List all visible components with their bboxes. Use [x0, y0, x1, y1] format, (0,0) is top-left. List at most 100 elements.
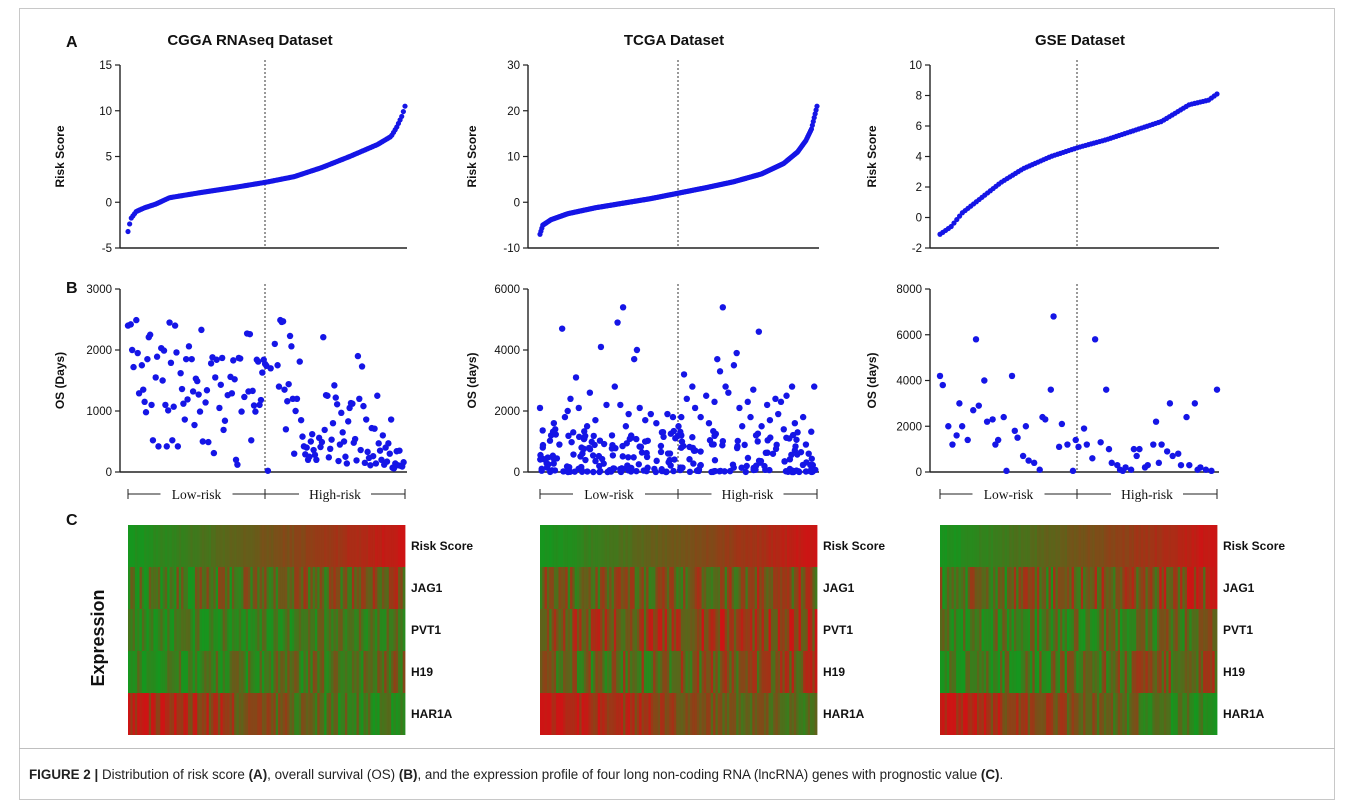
- heatmap-cell: [1154, 651, 1158, 693]
- heatmap-cell: [1043, 567, 1047, 609]
- heatmap-cell: [740, 651, 744, 693]
- heatmap-cell: [1170, 693, 1174, 735]
- heatmap-cell: [204, 693, 207, 735]
- os-point: [327, 445, 334, 453]
- heatmap-cell: [558, 651, 562, 693]
- heatmap-cell: [1011, 525, 1015, 567]
- heatmap-cell: [625, 525, 629, 567]
- heatmap-cell: [134, 525, 138, 567]
- os-point: [367, 462, 374, 469]
- heatmap-cell: [167, 525, 170, 567]
- heatmap-cell: [777, 525, 781, 567]
- heatmap-cell: [1152, 651, 1156, 693]
- os-point: [256, 401, 263, 409]
- heatmap-cell: [960, 651, 964, 693]
- os-point: [324, 392, 331, 399]
- heatmap-cell: [616, 693, 619, 735]
- os-point: [250, 402, 258, 409]
- heatmap-cell: [391, 651, 394, 693]
- heatmap-cell: [556, 567, 559, 609]
- heatmap-cell: [379, 609, 383, 651]
- heatmap-cell: [664, 651, 668, 693]
- heatmap-cell: [164, 693, 168, 735]
- heatmap-cell: [1191, 651, 1195, 693]
- heatmap-cell: [194, 567, 198, 609]
- heatmap-cell: [660, 651, 663, 693]
- heatmap-cell: [222, 525, 226, 567]
- heatmap-cell: [803, 693, 806, 735]
- heatmap-cell: [1168, 609, 1172, 651]
- heatmap-cell: [155, 651, 159, 693]
- heatmap-cell: [563, 567, 566, 609]
- heatmap-cell: [590, 651, 594, 693]
- heatmap-cell: [391, 609, 394, 651]
- heatmap-cell: [259, 525, 263, 567]
- os-point: [750, 386, 757, 393]
- heatmap-cell: [551, 651, 555, 693]
- os-point: [733, 444, 741, 452]
- heatmap-cell: [692, 525, 696, 567]
- heatmap-cell: [745, 693, 749, 735]
- heatmap-cell: [151, 525, 154, 567]
- os-point: [706, 437, 714, 444]
- heatmap-cell: [160, 693, 164, 735]
- os-point: [217, 381, 224, 388]
- heatmap-cell: [1117, 525, 1121, 567]
- os-plot-tick-label: 2000: [86, 345, 112, 357]
- heatmap-cell: [261, 693, 265, 735]
- heatmap-cell: [655, 693, 659, 735]
- os-point: [292, 407, 299, 415]
- heatmap-cell: [766, 567, 769, 609]
- heatmap-cell: [1161, 651, 1165, 693]
- heatmap-cell: [761, 651, 765, 693]
- heatmap-cell: [946, 609, 950, 651]
- heatmap-cell: [183, 693, 187, 735]
- heatmap-cell: [805, 693, 809, 735]
- heatmap-cell: [696, 525, 700, 567]
- heatmap-cell: [643, 567, 647, 609]
- heatmap-cell: [553, 609, 557, 651]
- heatmap-cell: [1196, 609, 1199, 651]
- heatmap-cell: [558, 525, 562, 567]
- heatmap-cell: [789, 609, 793, 651]
- heatmap-cell: [287, 525, 290, 567]
- heatmap-cell: [784, 651, 788, 693]
- os-point: [575, 433, 583, 441]
- heatmap-cell: [365, 525, 369, 567]
- heatmap-cell: [185, 609, 189, 651]
- heatmap-cell: [317, 525, 320, 567]
- os-point: [619, 442, 626, 450]
- heatmap-cell: [805, 609, 809, 651]
- heatmap-cell: [185, 651, 189, 693]
- os-point: [140, 386, 147, 393]
- heatmap-cell: [1000, 525, 1003, 567]
- os-point: [371, 425, 378, 432]
- heatmap-cell: [1136, 609, 1139, 651]
- heatmap-cell: [1009, 651, 1012, 693]
- heatmap-cell: [324, 567, 327, 609]
- heatmap-cell: [694, 693, 698, 735]
- heatmap-cell: [234, 693, 237, 735]
- heatmap-cell: [1078, 693, 1082, 735]
- heatmap-cell: [1092, 525, 1096, 567]
- heatmap-cell: [708, 693, 712, 735]
- heatmap-cell: [379, 525, 383, 567]
- heatmap-cell: [726, 525, 730, 567]
- heatmap-cell: [951, 693, 955, 735]
- heatmap-cell: [1133, 651, 1137, 693]
- heatmap-cell: [756, 651, 760, 693]
- risk-plot-tick-label: 5: [106, 152, 112, 164]
- heatmap-cell: [278, 693, 281, 735]
- heatmap-cell: [1182, 651, 1186, 693]
- heatmap-cell: [128, 525, 131, 567]
- os-point: [626, 435, 633, 443]
- heatmap-cell: [812, 693, 816, 735]
- heatmap-cell: [595, 609, 599, 651]
- heatmap-cell: [1124, 567, 1128, 609]
- heatmap-cell: [600, 567, 603, 609]
- heatmap-cell: [363, 525, 367, 567]
- heatmap-cell: [784, 693, 788, 735]
- heatmap-cell: [169, 567, 173, 609]
- heatmap-cell: [1200, 525, 1204, 567]
- heatmap-cell: [1062, 567, 1066, 609]
